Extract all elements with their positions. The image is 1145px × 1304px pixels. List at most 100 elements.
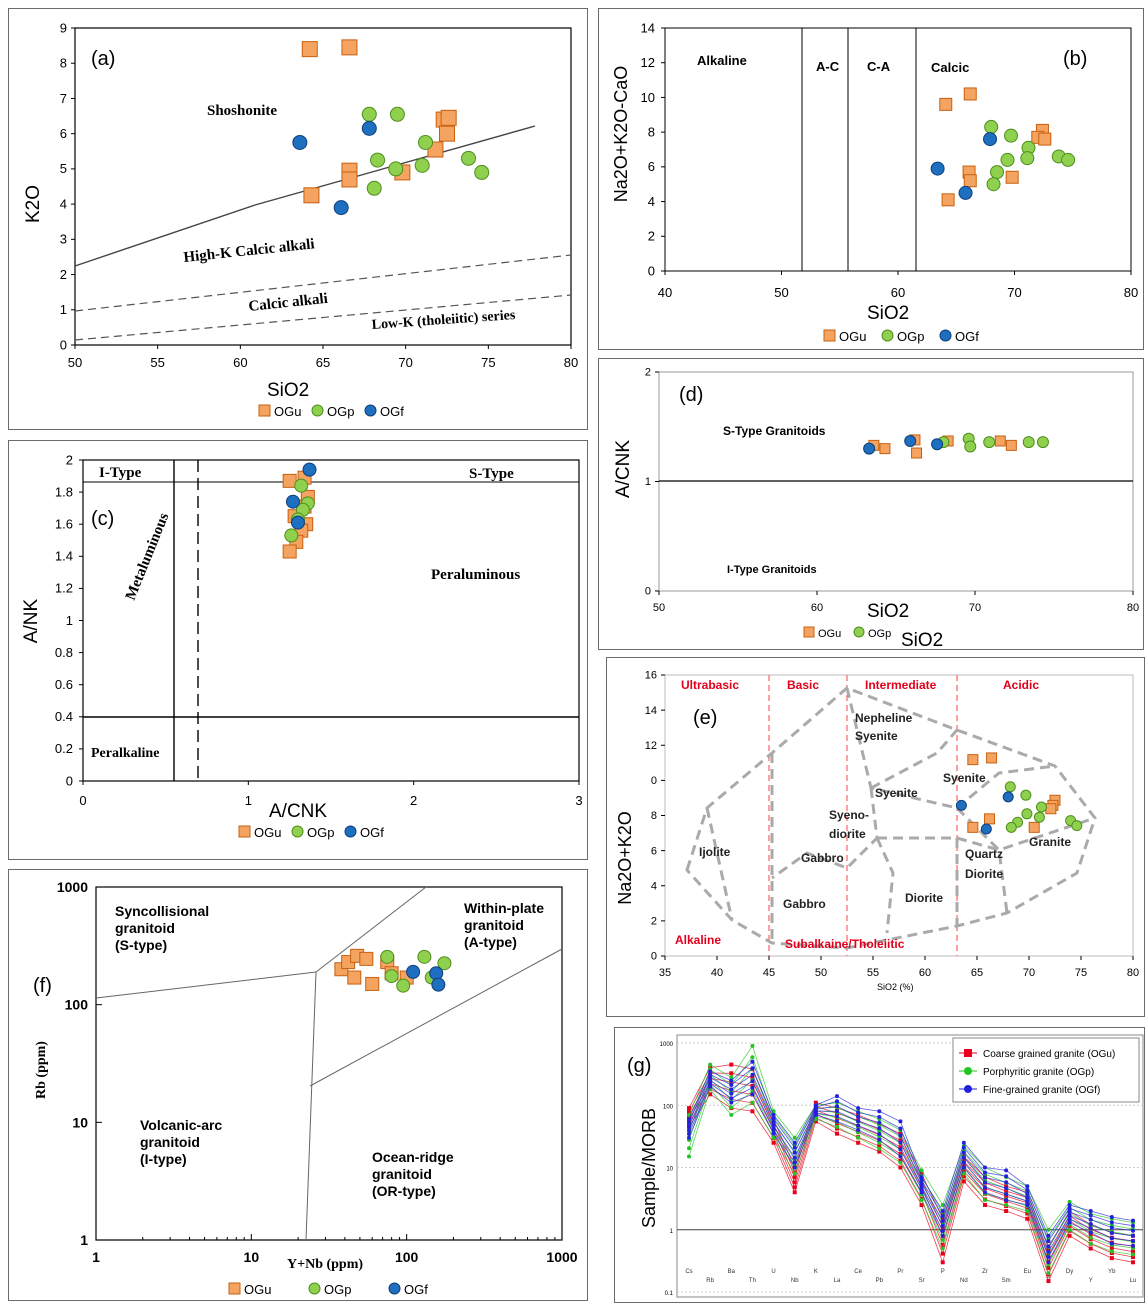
data-point — [940, 1202, 945, 1207]
panel-d: 50 60 70 80 0 1 2 S-Type Granitoids I-Type Gra… — [598, 358, 1144, 651]
data-point — [1109, 1249, 1114, 1254]
y-tick-label: 1.4 — [55, 549, 73, 564]
data-point — [983, 1175, 987, 1180]
data-point — [792, 1171, 797, 1176]
data-point — [898, 1140, 903, 1145]
data-point-ogp — [964, 440, 977, 453]
data-point — [687, 1135, 691, 1140]
chart-c: 0 1 2 3 0 0.2 0.4 0.6 0.8 1 1.2 1.4 1.6 1.8 2 I-Type S… — [21, 452, 583, 840]
data-point — [771, 1131, 776, 1136]
data-point-ogu — [1028, 821, 1040, 833]
data-point-ogu — [1045, 803, 1057, 815]
legend-label-ogu: OGu — [254, 825, 281, 840]
data-point — [771, 1124, 776, 1129]
x-axis-label: A/CNK — [269, 801, 327, 822]
data-point — [1109, 1241, 1114, 1246]
data-point — [1088, 1217, 1093, 1222]
data-point-ogf — [983, 132, 998, 147]
data-point — [856, 1110, 861, 1115]
x-axis-label-2: SiO2 — [901, 630, 943, 651]
data-point-ogf — [429, 966, 444, 981]
element-label: Dy — [1066, 1269, 1073, 1275]
data-point-ogp — [294, 478, 309, 493]
field-gabbro: Gabbro — [801, 851, 844, 865]
field-granite: Granite — [1029, 835, 1071, 849]
data-point-ogu — [994, 435, 1006, 447]
element-label: Eu — [1024, 1269, 1031, 1275]
y-tick-label: 0 — [651, 775, 657, 787]
y-tick-label: 6 — [60, 126, 67, 141]
y-axis-label: Rb (ppm) — [34, 1041, 49, 1099]
field-volcanic-arc-b: granitoid — [140, 1134, 200, 1150]
data-point — [792, 1160, 797, 1165]
x-tick-label: 70 — [398, 355, 412, 370]
x-tick-label: 60 — [891, 285, 905, 300]
data-point — [687, 1109, 691, 1114]
data-point-ogu — [941, 193, 955, 207]
data-point-ogp — [984, 119, 999, 134]
data-point-ogp — [1021, 808, 1033, 820]
data-point — [983, 1198, 987, 1203]
y-tick-label: 1 — [670, 1229, 674, 1235]
data-point — [1109, 1215, 1114, 1220]
panel-tag: (c) — [91, 508, 114, 530]
data-point — [1046, 1233, 1051, 1238]
data-point — [708, 1062, 713, 1067]
y-tick-label: 4 — [648, 194, 655, 209]
data-point-ogu — [1038, 132, 1052, 146]
data-point — [729, 1078, 734, 1083]
chart-a: 50 55 60 65 70 75 80 0 1 2 3 4 5 6 7 8 9 Shoshonite High… — [23, 20, 578, 419]
field-stype: S-Type — [469, 466, 514, 482]
data-point — [877, 1149, 882, 1154]
data-point-ogf — [333, 200, 349, 216]
data-point — [856, 1140, 861, 1145]
data-point-ogp — [384, 969, 399, 984]
label-acidic: Acidic — [1003, 678, 1039, 692]
chart-b: 40 50 60 70 80 0 2 4 6 8 10 12 14 Alkaline A-C C-A C… — [611, 20, 1138, 344]
element-label: Zr — [982, 1269, 988, 1275]
data-point — [940, 1216, 945, 1221]
series-line — [688, 1074, 1134, 1248]
y-tick-label: 0.6 — [55, 677, 73, 692]
panel-tag: (d) — [679, 384, 703, 406]
series-line — [688, 1067, 1134, 1242]
data-point — [835, 1109, 839, 1114]
data-point — [687, 1124, 691, 1129]
data-point — [877, 1109, 882, 1114]
data-point — [1131, 1238, 1135, 1243]
y-tick-label: 14 — [645, 705, 657, 717]
y-tick-label: 1.2 — [55, 581, 73, 596]
x-tick-label: 35 — [659, 967, 671, 979]
data-point-ogp — [1020, 151, 1035, 166]
field-quartz: Quartz — [965, 847, 1003, 861]
data-point — [1131, 1252, 1135, 1257]
data-point — [1067, 1227, 1072, 1232]
y-tick-label: 2 — [645, 367, 651, 379]
legend-marker — [939, 329, 952, 342]
y-tick-label: 1000 — [660, 1042, 674, 1048]
legend-marker — [388, 1282, 401, 1295]
data-point — [750, 1043, 755, 1048]
data-point-ogp — [361, 106, 377, 122]
data-point — [1046, 1239, 1051, 1244]
x-axis-label: Y+Nb (ppm) — [287, 1257, 363, 1272]
data-point-ogp — [284, 528, 299, 543]
data-point — [708, 1069, 713, 1074]
field-within-plate-c: (A-type) — [464, 934, 517, 950]
field-nepheline-syenite: Syenite — [855, 729, 898, 743]
y-tick-label: 100 — [663, 1104, 674, 1110]
x-tick-label: 70 — [1023, 967, 1035, 979]
y-tick-label: 16 — [645, 670, 657, 682]
series-line — [688, 1061, 1134, 1237]
panel-tag: (e) — [693, 707, 717, 729]
field-syenodiorite: Syeno- — [829, 808, 869, 822]
data-point — [1067, 1199, 1072, 1204]
x-tick-label: 70 — [969, 602, 981, 614]
data-point — [1004, 1194, 1009, 1199]
y-axis-label: A/NK — [21, 599, 42, 644]
data-point-ogp — [388, 161, 404, 177]
y-tick-label: 1.8 — [55, 484, 73, 499]
data-point-ogp — [474, 164, 490, 180]
data-point — [1004, 1180, 1009, 1185]
data-point — [1088, 1213, 1093, 1218]
